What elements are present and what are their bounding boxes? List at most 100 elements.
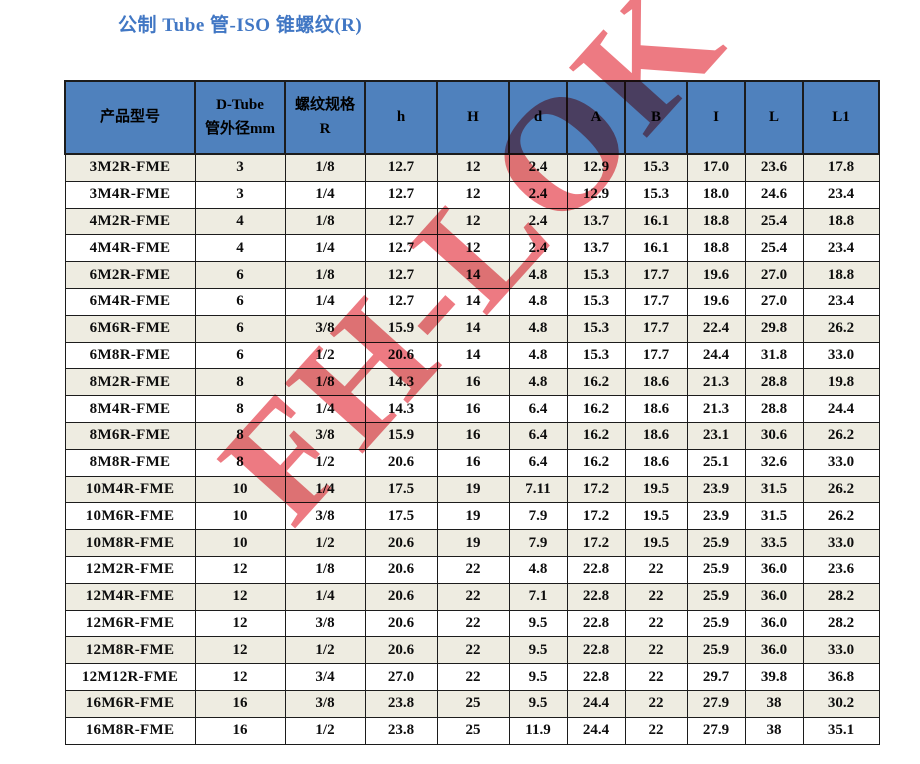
spec-value-cell: 7.9	[508, 502, 568, 531]
table-row: 6M8R-FME 6 1/2 20.6 14 4.8 15.3 17.7 24.4 31.8 33.…	[64, 341, 880, 370]
spec-value-cell: 22	[436, 636, 510, 665]
spec-value-cell: 18.6	[624, 421, 688, 450]
spec-value-cell: 1/4	[284, 475, 366, 504]
table-header: 产品型号 D-Tube 管外径mm 螺纹规格 R h H d A B I L L…	[64, 80, 880, 155]
spec-value-cell: 28.8	[744, 395, 804, 423]
page-title: 公制 Tube 管-ISO 锥螺纹(R)	[118, 15, 363, 36]
table-row: 8M8R-FME 8 1/2 20.6 16 6.4 16.2 18.6 25.1 32.6 33.…	[64, 448, 880, 477]
spec-value-cell: 25.9	[686, 609, 746, 638]
spec-value-cell: 16.2	[566, 368, 626, 397]
spec-value-cell: 22.8	[566, 663, 626, 691]
spec-value-cell: 22.8	[566, 555, 626, 584]
spec-table: 产品型号 D-Tube 管外径mm 螺纹规格 R h H d A B I L L…	[64, 80, 880, 745]
spec-value-cell: 23.4	[802, 180, 880, 209]
spec-value-cell: 14	[436, 341, 510, 370]
table-row: 12M8R-FME 12 1/2 20.6 22 9.5 22.8 22 25.9 36.0 33.…	[64, 636, 880, 665]
spec-value-cell: 3	[194, 153, 286, 182]
spec-value-cell: 3	[194, 180, 286, 209]
spec-value-cell: 11.9	[508, 716, 568, 745]
header-row: 产品型号 D-Tube 管外径mm 螺纹规格 R h H d A B I L L…	[64, 80, 880, 155]
spec-value-cell: 19.8	[802, 368, 880, 397]
spec-value-cell: 12.7	[364, 180, 438, 209]
spec-value-cell: 26.2	[802, 475, 880, 504]
spec-value-cell: 22.8	[566, 582, 626, 611]
spec-value-cell: 31.5	[744, 502, 804, 531]
spec-value-cell: 1/4	[284, 582, 366, 611]
spec-value-cell: 9.5	[508, 609, 568, 638]
spec-value-cell: 20.6	[364, 448, 438, 477]
spec-value-cell: 27.0	[744, 261, 804, 289]
spec-value-cell: 6.4	[508, 421, 568, 450]
spec-value-cell: 1/8	[284, 153, 366, 182]
spec-value-cell: 24.4	[802, 395, 880, 423]
product-model-cell: 6M6R-FME	[64, 314, 196, 343]
spec-value-cell: 1/2	[284, 448, 366, 477]
spec-value-cell: 6	[194, 261, 286, 289]
product-model-cell: 6M8R-FME	[64, 341, 196, 370]
spec-value-cell: 38	[744, 689, 804, 718]
spec-value-cell: 26.2	[802, 314, 880, 343]
spec-value-cell: 18.8	[686, 234, 746, 263]
spec-value-cell: 29.8	[744, 314, 804, 343]
spec-value-cell: 12.9	[566, 180, 626, 209]
spec-value-cell: 27.9	[686, 689, 746, 718]
spec-value-cell: 13.7	[566, 207, 626, 236]
spec-value-cell: 22.8	[566, 609, 626, 638]
spec-value-cell: 16	[194, 689, 286, 718]
spec-value-cell: 4.8	[508, 287, 568, 316]
product-model-cell: 8M4R-FME	[64, 395, 196, 423]
table-row: 12M12R-FME 12 3/4 27.0 22 9.5 22.8 22 29.7 39.8 36…	[64, 663, 880, 691]
spec-value-cell: 16.1	[624, 207, 688, 236]
spec-value-cell: 22	[624, 609, 688, 638]
spec-value-cell: 3/8	[284, 609, 366, 638]
product-model-cell: 12M8R-FME	[64, 636, 196, 665]
spec-value-cell: 36.0	[744, 636, 804, 665]
spec-value-cell: 12	[194, 636, 286, 665]
spec-value-cell: 3/8	[284, 314, 366, 343]
product-model-cell: 8M2R-FME	[64, 368, 196, 397]
product-model-cell: 10M6R-FME	[64, 502, 196, 531]
spec-value-cell: 19	[436, 475, 510, 504]
product-model-cell: 12M6R-FME	[64, 609, 196, 638]
table-row: 8M4R-FME 8 1/4 14.3 16 6.4 16.2 18.6 21.3 28.8 24.…	[64, 395, 880, 423]
table-row: 3M2R-FME 3 1/8 12.7 12 2.4 12.9 15.3 17.0 23.6 17.…	[64, 153, 880, 182]
spec-value-cell: 2.4	[508, 234, 568, 263]
table-row: 6M6R-FME 6 3/8 15.9 14 4.8 15.3 17.7 22.4 29.8 26.…	[64, 314, 880, 343]
spec-value-cell: 15.3	[566, 287, 626, 316]
spec-value-cell: 18.8	[802, 261, 880, 289]
spec-value-cell: 16.2	[566, 395, 626, 423]
spec-value-cell: 36.0	[744, 555, 804, 584]
spec-value-cell: 3/8	[284, 689, 366, 718]
spec-value-cell: 16	[436, 421, 510, 450]
spec-value-cell: 12	[194, 609, 286, 638]
spec-value-cell: 14.3	[364, 368, 438, 397]
spec-value-cell: 8	[194, 421, 286, 450]
spec-value-cell: 12	[436, 180, 510, 209]
spec-value-cell: 28.8	[744, 368, 804, 397]
spec-value-cell: 3/8	[284, 502, 366, 531]
spec-value-cell: 22	[624, 555, 688, 584]
header-h: h	[364, 80, 438, 155]
spec-value-cell: 1/8	[284, 368, 366, 397]
spec-value-cell: 1/2	[284, 529, 366, 557]
spec-value-cell: 4.8	[508, 314, 568, 343]
table-row: 8M6R-FME 8 3/8 15.9 16 6.4 16.2 18.6 23.1 30.6 26.…	[64, 421, 880, 450]
spec-value-cell: 4	[194, 234, 286, 263]
spec-value-cell: 12.7	[364, 153, 438, 182]
spec-value-cell: 32.6	[744, 448, 804, 477]
spec-value-cell: 13.7	[566, 234, 626, 263]
spec-value-cell: 1/8	[284, 555, 366, 584]
spec-value-cell: 3/4	[284, 663, 366, 691]
spec-value-cell: 20.6	[364, 555, 438, 584]
header-I: I	[686, 80, 746, 155]
spec-value-cell: 23.1	[686, 421, 746, 450]
spec-value-cell: 2.4	[508, 153, 568, 182]
header-d: d	[508, 80, 568, 155]
product-model-cell: 6M2R-FME	[64, 261, 196, 289]
spec-value-cell: 15.3	[566, 341, 626, 370]
spec-value-cell: 17.7	[624, 341, 688, 370]
table-row: 16M8R-FME 16 1/2 23.8 25 11.9 24.4 22 27.9 38 35.1	[64, 716, 880, 745]
spec-value-cell: 15.3	[624, 153, 688, 182]
header-L: L	[744, 80, 804, 155]
product-model-cell: 8M6R-FME	[64, 421, 196, 450]
